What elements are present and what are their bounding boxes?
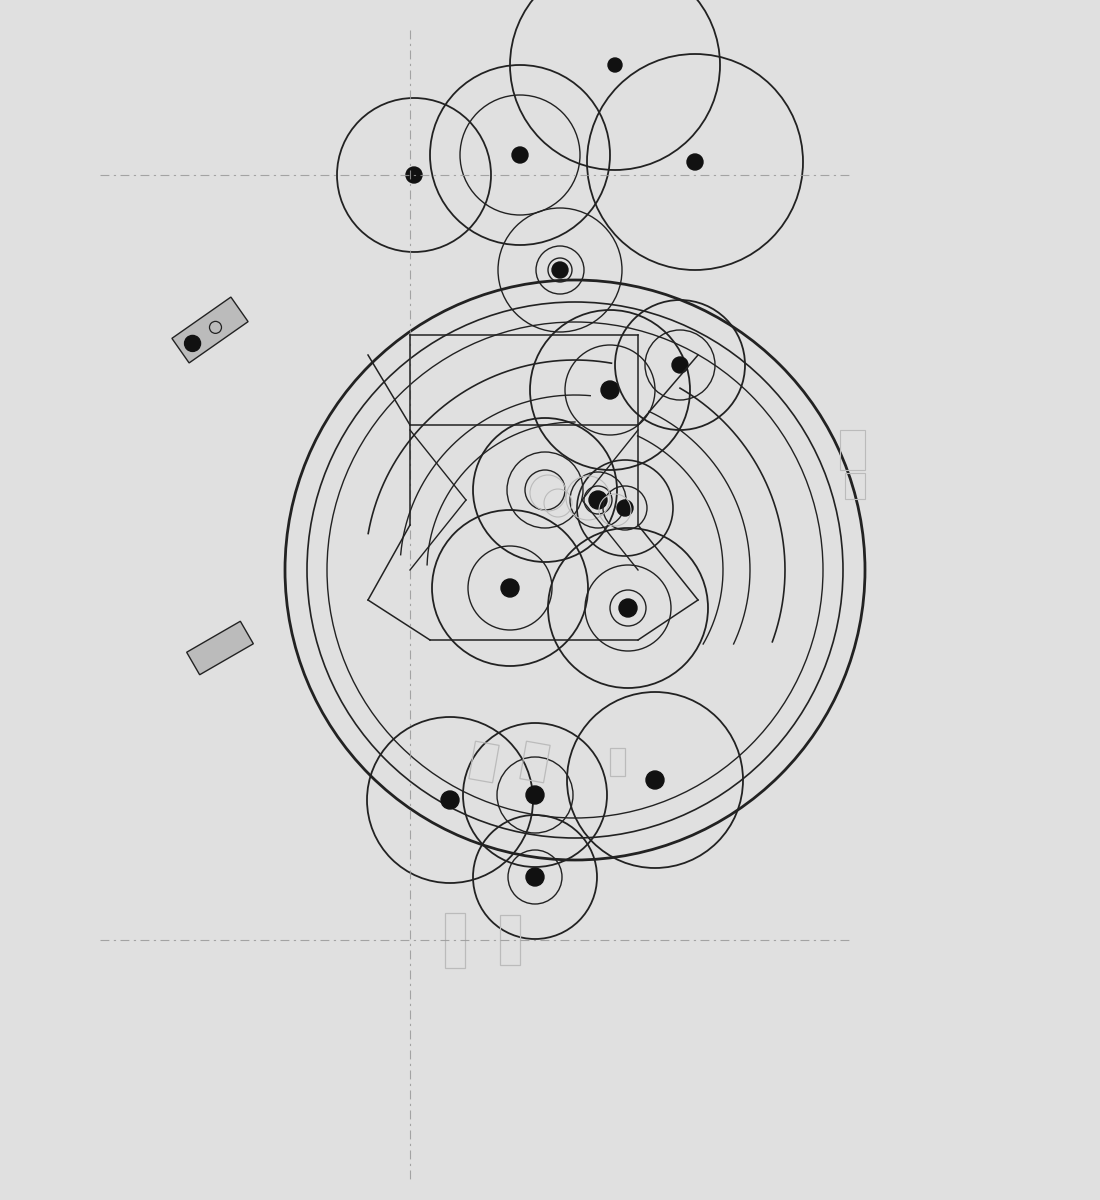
Circle shape	[512, 146, 528, 163]
Bar	[469, 742, 499, 782]
Circle shape	[619, 599, 637, 617]
Circle shape	[552, 262, 568, 278]
Bar	[187, 622, 253, 674]
Bar	[446, 912, 465, 967]
Bar	[520, 742, 550, 782]
Bar	[609, 748, 625, 776]
Circle shape	[646, 770, 664, 790]
Circle shape	[441, 791, 459, 809]
Circle shape	[601, 382, 619, 398]
Circle shape	[617, 500, 632, 516]
Circle shape	[688, 154, 703, 170]
Bar	[840, 430, 865, 470]
Circle shape	[526, 786, 544, 804]
Bar	[500, 914, 520, 965]
Circle shape	[185, 336, 200, 352]
Circle shape	[500, 578, 519, 596]
Circle shape	[588, 491, 607, 509]
Bar	[845, 473, 865, 499]
Circle shape	[406, 167, 422, 182]
Circle shape	[672, 358, 688, 373]
Circle shape	[608, 58, 622, 72]
Circle shape	[526, 868, 544, 886]
Bar	[172, 298, 249, 362]
